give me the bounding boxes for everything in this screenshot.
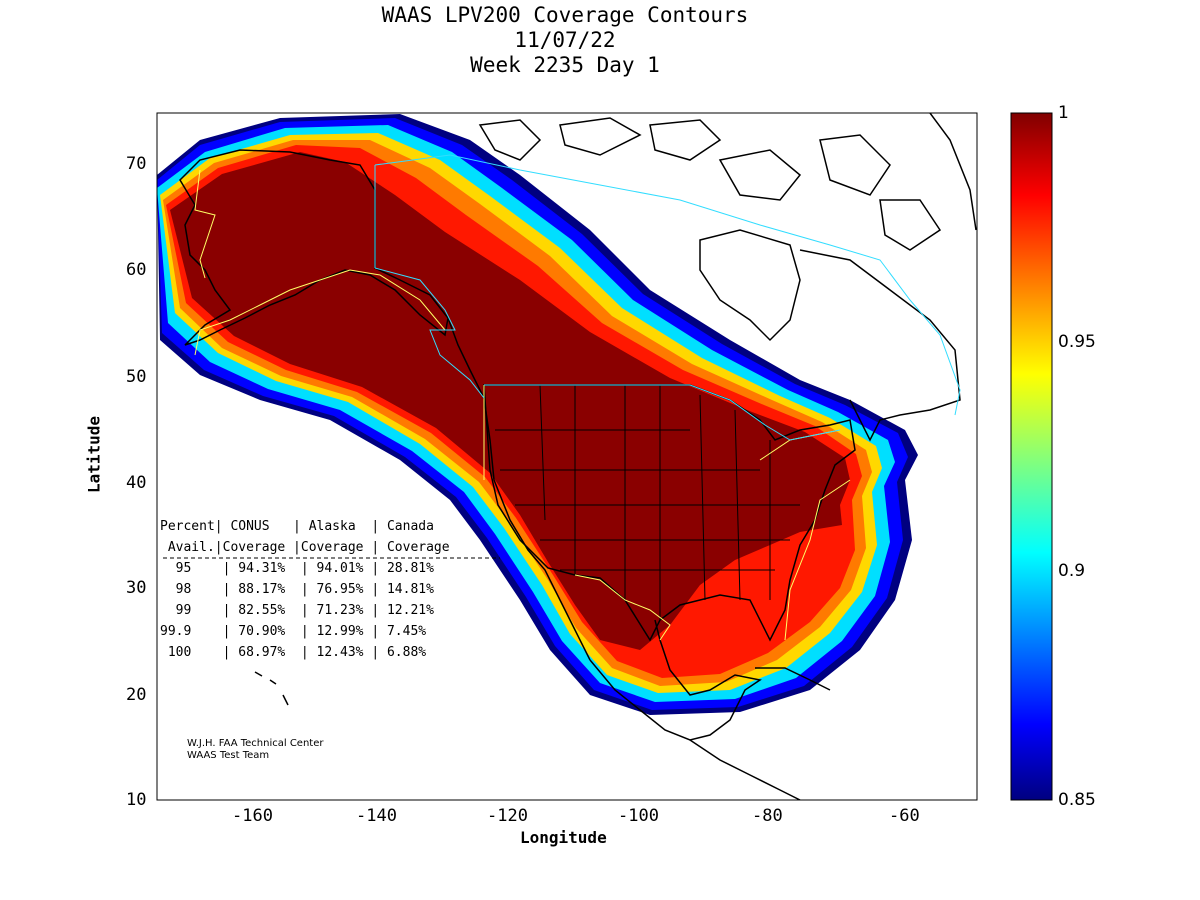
ytick-label: 60: [126, 260, 147, 280]
plot-frame: [156, 112, 978, 801]
canada-arctic-islands: [478, 117, 942, 251]
cuba: [755, 667, 831, 691]
ytick-label: 20: [126, 685, 147, 705]
stats-header-row: Percent| CONUS | Alaska | Canada: [160, 519, 434, 534]
credit-line: WAAS Test Team: [187, 750, 270, 761]
stats-row: 98 | 88.17% | 76.95% | 14.81%: [160, 582, 434, 597]
hudson-bay: [699, 229, 801, 342]
mexico-coast: [589, 619, 762, 741]
stats-row: 95 | 94.31% | 94.01% | 28.81%: [160, 561, 434, 576]
xtick-label: -120: [487, 806, 528, 826]
xtick-label: -100: [618, 806, 659, 826]
colorbar-tick: 0.95: [1058, 332, 1096, 352]
stats-row: 99.9 | 70.90% | 12.99% | 7.45%: [160, 624, 427, 639]
pacific-nw-coast: [447, 317, 591, 661]
coverage-band-darkred: [170, 152, 850, 650]
canada-service-boundary: [374, 154, 961, 441]
coverage-stats-table: Percent| CONUS | Alaska | Canada Avail.|…: [160, 516, 450, 663]
ytick-label: 50: [126, 367, 147, 387]
central-america: [689, 739, 801, 800]
colorbar-tick: 0.85: [1058, 790, 1096, 810]
xtick-label: -160: [232, 806, 273, 826]
colorbar-tick: 1: [1058, 103, 1069, 123]
y-axis-label: Latitude: [84, 415, 104, 494]
colorbar-tick: 0.9: [1058, 561, 1086, 581]
stats-row: 100 | 68.97% | 12.43% | 6.88%: [160, 645, 427, 660]
ytick-label: 10: [126, 790, 147, 810]
ytick-label: 70: [126, 154, 147, 174]
quebec-labrador: [799, 249, 961, 442]
greenland-edge: [929, 113, 977, 231]
coastlines: [179, 113, 977, 800]
xtick-label: -140: [356, 806, 397, 826]
x-axis-label: Longitude: [520, 828, 607, 847]
xtick-label: -80: [752, 806, 783, 826]
ytick-label: 30: [126, 578, 147, 598]
credit-text: W.J.H. FAA Technical Center WAAS Test Te…: [187, 738, 323, 762]
stats-header-row: Avail.|Coverage |Coverage | Coverage: [160, 540, 450, 555]
ytick-label: 40: [126, 473, 147, 493]
stats-row: 99 | 82.55% | 71.23% | 12.21%: [160, 603, 434, 618]
chart-title: WAAS LPV200 Coverage Contours: [381, 3, 749, 27]
xtick-label: -60: [889, 806, 920, 826]
alaska-coast: [179, 149, 449, 346]
chart-week: Week 2235 Day 1: [470, 53, 660, 77]
chart-date: 11/07/22: [514, 28, 616, 52]
conus-border: [483, 384, 856, 642]
credit-line: W.J.H. FAA Technical Center: [187, 738, 324, 749]
colorbar: [1010, 112, 1053, 801]
state-lines: [495, 384, 800, 620]
hawaii: [254, 671, 289, 706]
